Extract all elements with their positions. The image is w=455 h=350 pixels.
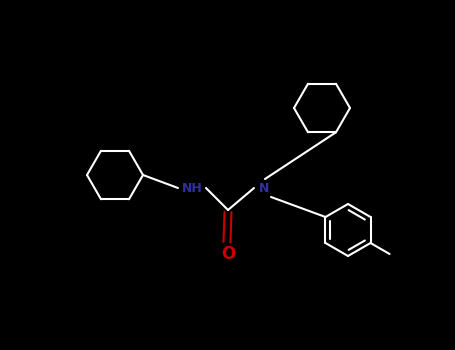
Text: N: N <box>259 182 269 195</box>
Text: NH: NH <box>182 182 202 195</box>
Text: O: O <box>221 245 235 263</box>
